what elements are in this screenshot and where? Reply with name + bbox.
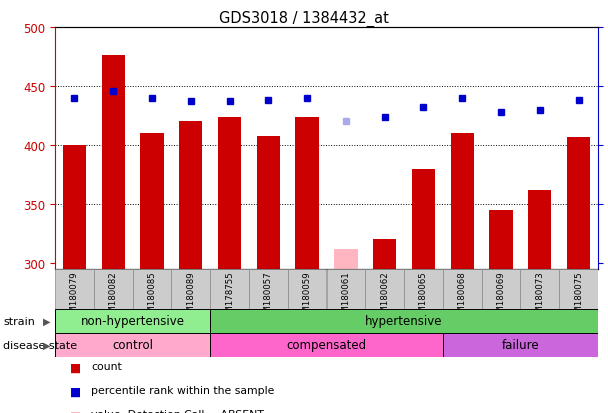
Text: GSM180085: GSM180085 [148, 271, 156, 323]
Text: GSM180089: GSM180089 [186, 271, 195, 323]
Text: compensated: compensated [286, 339, 367, 351]
Text: value, Detection Call = ABSENT: value, Detection Call = ABSENT [91, 409, 264, 413]
Bar [171, 269, 210, 309]
Bar [55, 333, 210, 357]
Text: GSM180057: GSM180057 [264, 271, 273, 323]
Text: percentile rank within the sample: percentile rank within the sample [91, 385, 275, 395]
Text: ■: ■ [70, 385, 81, 398]
Bar [55, 269, 94, 309]
Text: GSM178755: GSM178755 [225, 271, 234, 323]
Text: count: count [91, 361, 122, 371]
Bar [404, 269, 443, 309]
Text: GSM180073: GSM180073 [535, 271, 544, 323]
Text: ■: ■ [70, 361, 81, 374]
Bar [443, 333, 598, 357]
Bar [295, 117, 319, 269]
Text: ▶: ▶ [43, 316, 50, 326]
Text: hypertensive: hypertensive [365, 315, 443, 328]
Bar [210, 269, 249, 309]
Text: GSM180079: GSM180079 [70, 271, 79, 323]
Text: GSM180065: GSM180065 [419, 271, 428, 323]
Bar [412, 169, 435, 269]
Text: ■: ■ [70, 409, 81, 413]
Bar [520, 269, 559, 309]
Bar [451, 134, 474, 269]
Bar [334, 249, 358, 269]
Bar [249, 269, 288, 309]
Bar [257, 136, 280, 269]
Text: non-hypertensive: non-hypertensive [81, 315, 185, 328]
Text: GSM180075: GSM180075 [574, 271, 583, 323]
Text: GSM180082: GSM180082 [109, 271, 118, 323]
Bar [482, 269, 520, 309]
Bar [94, 269, 133, 309]
Bar [218, 117, 241, 269]
Text: control: control [112, 339, 153, 351]
Bar [210, 309, 598, 333]
Bar [528, 190, 551, 269]
Bar [133, 269, 171, 309]
Text: GDS3018 / 1384432_at: GDS3018 / 1384432_at [219, 10, 389, 26]
Bar [140, 134, 164, 269]
Text: GSM180062: GSM180062 [380, 271, 389, 323]
Text: failure: failure [502, 339, 539, 351]
Bar [63, 146, 86, 269]
Bar [365, 269, 404, 309]
Bar [326, 269, 365, 309]
Text: GSM180068: GSM180068 [458, 271, 467, 323]
Text: GSM180061: GSM180061 [342, 271, 350, 323]
Text: disease state: disease state [3, 340, 77, 350]
Bar [489, 211, 513, 269]
Bar [210, 333, 443, 357]
Text: ▶: ▶ [43, 340, 50, 350]
Bar [179, 122, 202, 269]
Bar [55, 309, 210, 333]
Text: GSM180059: GSM180059 [303, 271, 312, 323]
Text: GSM180069: GSM180069 [497, 271, 505, 323]
Bar [559, 269, 598, 309]
Bar [288, 269, 326, 309]
Bar [443, 269, 482, 309]
Bar [373, 240, 396, 269]
Text: strain: strain [3, 316, 35, 326]
Bar [567, 138, 590, 269]
Bar [102, 56, 125, 269]
